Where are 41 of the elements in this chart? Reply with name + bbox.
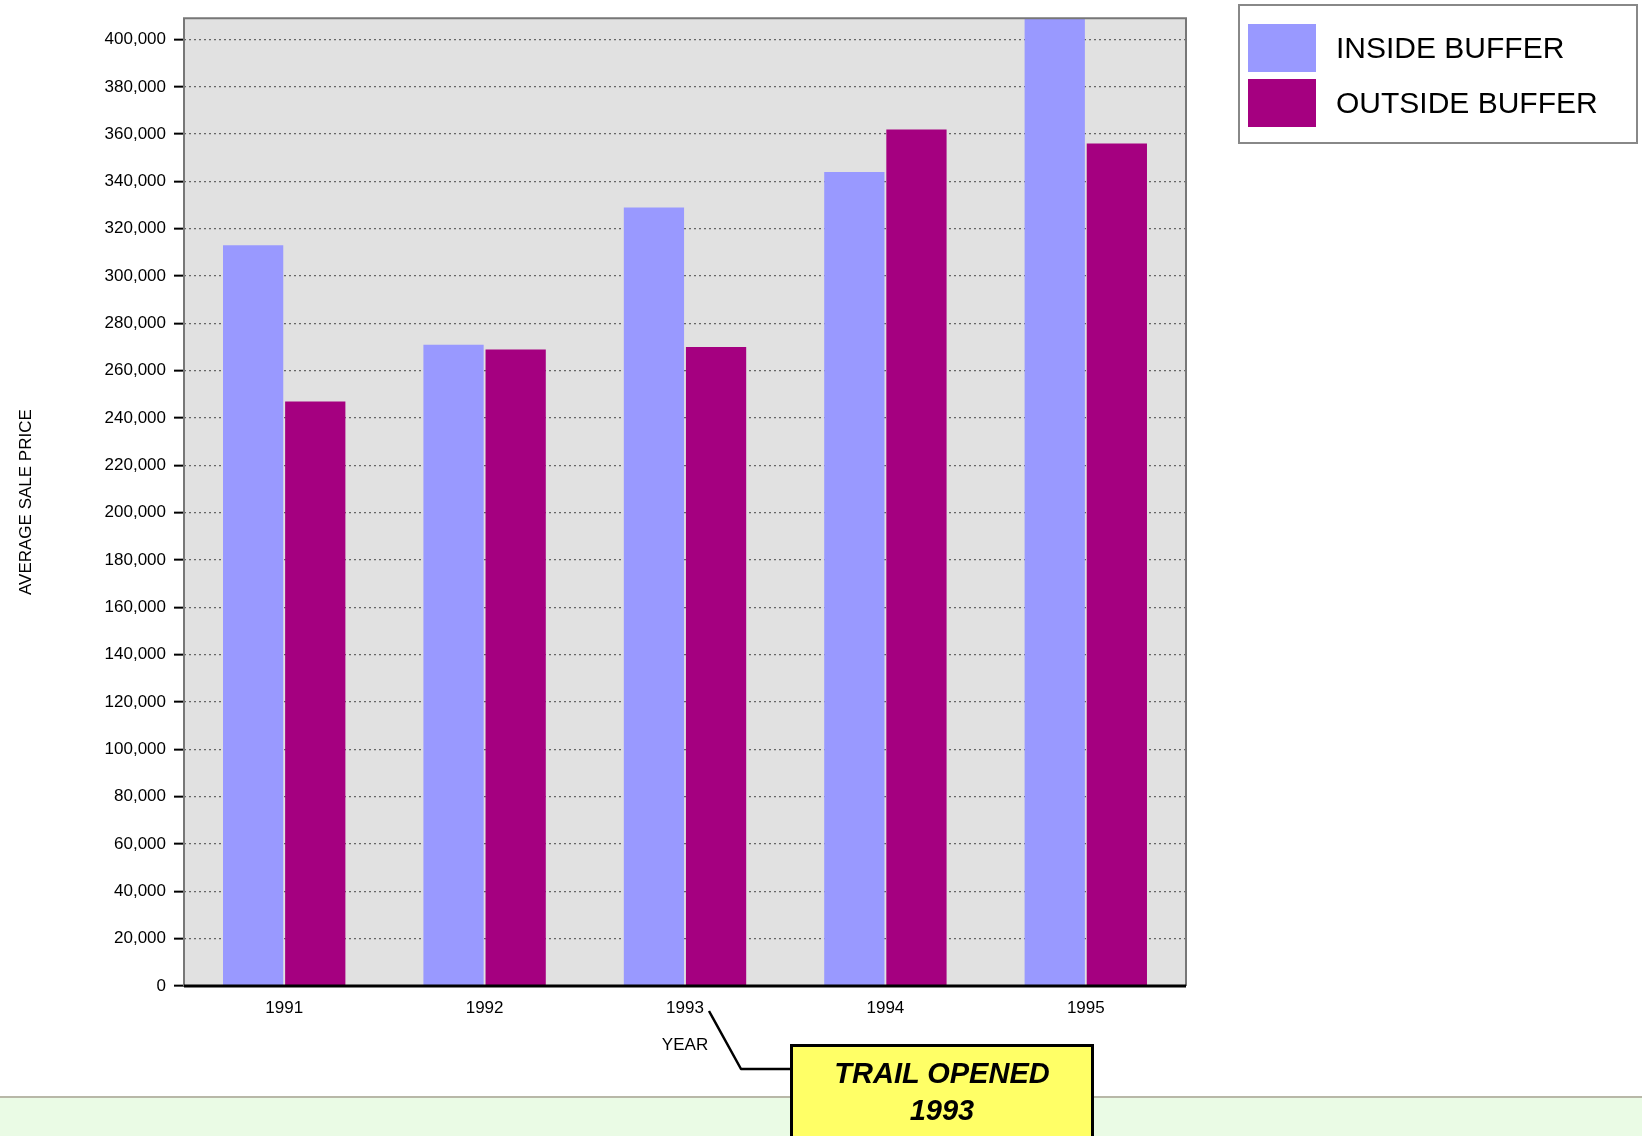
bar	[1086, 143, 1147, 986]
bar	[223, 245, 284, 986]
y-tick-label: 220,000	[104, 455, 166, 475]
y-tick-label: 20,000	[114, 928, 166, 948]
text: TRAIL OPENED 1993	[790, 1044, 1094, 1136]
y-tick-label: 40,000	[114, 881, 166, 901]
x-tick-label: 1993	[666, 997, 704, 1017]
x-tick-label: 1992	[465, 997, 504, 1017]
bar	[423, 344, 484, 986]
y-tick-label: 340,000	[104, 171, 166, 191]
y-tick-label: 80,000	[114, 786, 166, 806]
x-tick-label: 1991	[265, 997, 304, 1017]
x-axis-title: YEAR	[661, 1035, 709, 1055]
bar	[623, 207, 685, 986]
y-tick-label: 100,000	[104, 739, 166, 759]
bar	[485, 349, 546, 986]
y-tick-label: 120,000	[104, 691, 166, 711]
y-tick-label: 0	[156, 975, 166, 995]
bar	[285, 401, 346, 986]
legend-label: OUTSIDE BUFFER	[1336, 85, 1598, 120]
y-tick-label: 360,000	[104, 123, 166, 143]
y-tick-label: 260,000	[104, 360, 166, 380]
x-tick-label: 1994	[866, 997, 905, 1017]
y-axis-title: AVERAGE SALE PRICE	[15, 409, 35, 596]
y-tick-label: 160,000	[104, 597, 166, 617]
bar	[685, 347, 747, 986]
y-tick-label: 240,000	[104, 407, 166, 427]
y-tick-label: 280,000	[104, 313, 166, 333]
y-tick-label: 60,000	[114, 833, 166, 853]
y-tick-label: 140,000	[104, 644, 166, 664]
y-tick-label: 200,000	[104, 502, 166, 522]
y-tick-label: 300,000	[104, 265, 166, 285]
y-tick-label: 400,000	[104, 29, 166, 49]
bar	[824, 172, 885, 986]
bar	[1024, 18, 1085, 986]
y-tick-label: 180,000	[104, 549, 166, 569]
y-tick-label: 320,000	[104, 218, 166, 238]
y-tick-label: 380,000	[104, 76, 166, 96]
legend-label: INSIDE BUFFER	[1336, 30, 1565, 65]
bar	[886, 129, 947, 986]
x-tick-label: 1995	[1066, 997, 1105, 1017]
